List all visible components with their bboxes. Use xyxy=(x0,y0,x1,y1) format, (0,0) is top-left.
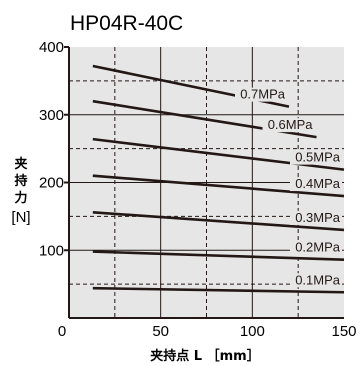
series-label-bg xyxy=(290,273,342,288)
series-label-bg xyxy=(290,240,342,255)
series-line-0.2MPa xyxy=(92,250,345,262)
axes xyxy=(64,46,344,319)
x-axis-label: 夹持点 L ［mm］ xyxy=(150,348,259,364)
series-label-0.4MPa: 0.4MPa xyxy=(295,176,341,191)
series-label-bg xyxy=(290,210,342,225)
y-tick-labels: 100 200 300 400 xyxy=(39,39,64,259)
y-label-unit: [N] xyxy=(11,209,30,226)
x-tick-label: 150 xyxy=(331,323,356,340)
y-tick-label: 200 xyxy=(39,175,64,192)
series-label-bg xyxy=(290,177,342,192)
y-label-char: 持 xyxy=(14,173,27,189)
series-label-bg xyxy=(262,118,315,133)
y-label-char: 夹 xyxy=(14,156,27,172)
series-label-bg xyxy=(235,87,287,102)
y-tick-label: 400 xyxy=(39,39,64,56)
y-tick-label: 300 xyxy=(39,107,64,124)
y-label-char: 力 xyxy=(14,190,27,206)
series-label-bg xyxy=(290,150,342,165)
x-tick-label: 50 xyxy=(152,323,169,340)
series-label-0.1MPa: 0.1MPa xyxy=(295,272,341,287)
y-tick-label: 100 xyxy=(39,242,64,259)
x-tick-label: 0 xyxy=(58,323,66,340)
series-label-0.6MPa: 0.6MPa xyxy=(268,117,314,132)
x-tick-label: 100 xyxy=(240,323,265,340)
series-line-0.1MPa xyxy=(92,286,345,294)
series-line-0.4MPa xyxy=(92,174,345,198)
series-label-0.5MPa: 0.5MPa xyxy=(295,150,341,165)
series-label-0.3MPa: 0.3MPa xyxy=(295,210,341,225)
series-labels: 0.1MPa 0.2MPa 0.3MPa 0.4MPa 0.5MPa 0.6MPa 0.7M… xyxy=(235,87,342,288)
series-label-0.2MPa: 0.2MPa xyxy=(295,240,341,255)
series-label-0.7MPa: 0.7MPa xyxy=(240,87,286,102)
chart-title: HP04R-40C xyxy=(70,12,183,35)
y-axis-label: 夹持力 [N] xyxy=(11,156,30,226)
grid xyxy=(69,47,344,318)
series-line-0.3MPa xyxy=(92,211,345,232)
x-tick-labels: 0 50 100 150 xyxy=(58,323,357,340)
